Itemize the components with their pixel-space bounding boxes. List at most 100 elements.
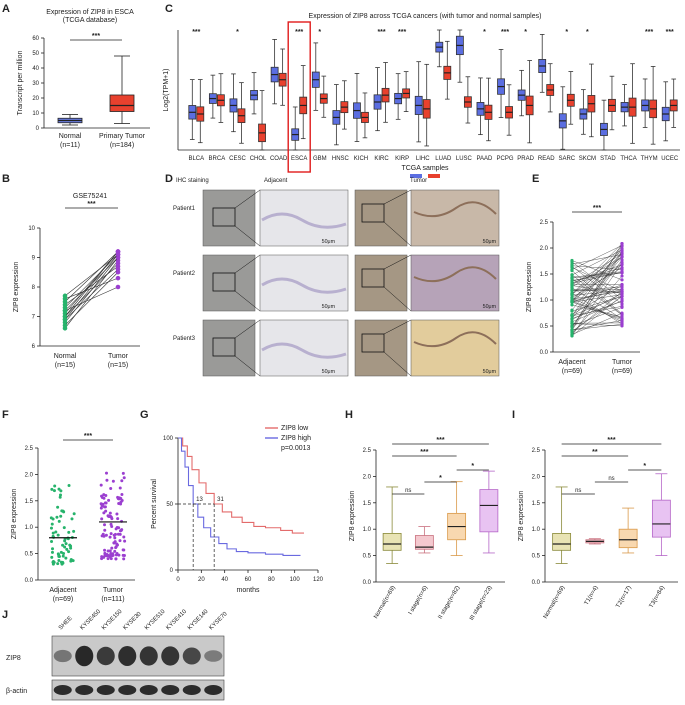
significance-label: ** [592, 449, 598, 456]
adjacent-header: Adjacent [264, 178, 288, 184]
pair-line [571, 254, 623, 265]
significance-label: * [524, 29, 527, 36]
tumor-point [121, 553, 125, 557]
zoom-line [234, 189, 261, 209]
panel-c-chart: Expression of ZIP8 across TCGA cancers (… [163, 13, 680, 178]
adjacent-point [570, 278, 574, 283]
pair-line [64, 254, 119, 297]
tissue-texture [261, 342, 347, 359]
adjacent-point [57, 558, 61, 562]
y-tick-label: 1.0 [540, 298, 549, 304]
cell-line-label: KYSE450 [79, 608, 102, 631]
x-category-label: CESC [229, 156, 246, 162]
x-category-label: Normal(n=69) [373, 585, 397, 620]
y-tick-label: 30 [32, 81, 39, 87]
adjacent-point [50, 540, 54, 544]
x-category-label: UCEC [661, 156, 679, 162]
tumor-point [112, 541, 116, 545]
adjacent-point [60, 509, 64, 513]
zoom-line [383, 189, 412, 205]
tumor-point [620, 318, 624, 322]
pair-line [571, 324, 623, 331]
cell-line-label: KYSE30 [122, 611, 143, 632]
adjacent-point [69, 558, 73, 562]
panel-d-ihc-images: IHC staining Adjacent Tumor Patient1 50μm 50μ… [173, 178, 500, 377]
tumor-point [620, 242, 624, 246]
y-tick-label: 1.5 [532, 501, 541, 507]
group-3-box [479, 489, 499, 533]
pair-line [571, 256, 623, 319]
pair-line [64, 286, 119, 311]
panel-label-h: H [345, 409, 353, 421]
tumor-point [119, 500, 123, 504]
panel-label-i: I [512, 409, 515, 421]
tumor-point [100, 557, 104, 561]
patient-label: Patient1 [173, 206, 196, 212]
patient-label: Patient2 [173, 271, 196, 277]
zip8-band [96, 646, 115, 666]
tumor-point [620, 304, 624, 308]
y-tick-label: 0 [170, 568, 174, 574]
adjacent-point [51, 531, 55, 535]
km-curve-low [178, 437, 304, 534]
x-category-n: (n=69) [562, 368, 582, 375]
x-category-label: CHOL [250, 156, 267, 162]
adjacent-point [570, 325, 574, 329]
tumor-point [108, 535, 112, 539]
adjacent-point [50, 487, 54, 491]
pair-line [64, 251, 119, 314]
tumor-point [620, 271, 624, 275]
y-tick-label: 1.5 [540, 272, 549, 278]
patient-label: Patient3 [173, 336, 196, 342]
tumor-point [620, 313, 624, 317]
y-tick-label: 2.5 [540, 220, 549, 226]
pair-line [571, 275, 623, 335]
scale-bar-label: 50μm [483, 369, 497, 375]
tumor-point [620, 299, 624, 303]
x-category-label: THYM [641, 156, 658, 162]
normal-point [62, 323, 68, 328]
adjacent-point [70, 517, 74, 521]
zoom-box [361, 333, 385, 353]
scale-bar-label: 50μm [322, 304, 336, 310]
adjacent-point [53, 484, 57, 488]
y-axis-label: ZIP8 expression [11, 489, 18, 540]
pair-line [571, 260, 623, 281]
tumor-point [102, 511, 106, 515]
adjacent-point [63, 545, 67, 549]
tumor-point [102, 493, 106, 497]
adjacent-point [50, 522, 54, 526]
zoom-line [234, 319, 261, 339]
actin-band [161, 685, 180, 695]
panel-b-title: GSE75241 [73, 193, 107, 200]
y-axis-label: ZIP8 expression [526, 262, 533, 313]
adjacent-overview-image [202, 319, 256, 377]
tumor-point [122, 557, 126, 561]
y-tick-label: 0.5 [540, 324, 549, 330]
group-1-box [414, 535, 434, 550]
y-tick-label: 0 [36, 126, 40, 132]
pair-line [571, 289, 623, 291]
p-value: p=0.0013 [281, 445, 310, 452]
x-category-label: SKCM [579, 156, 596, 162]
tissue-texture [261, 212, 347, 229]
significance-label: *** [192, 29, 200, 36]
x-category-label: Tumor [103, 587, 124, 594]
x-category-label: PAAD [477, 156, 494, 162]
tumor-point [118, 539, 122, 543]
legend-normal-swatch [410, 174, 422, 178]
y-tick-label: 2.0 [363, 474, 372, 480]
tumor-point [115, 284, 121, 290]
zip8-band [204, 650, 223, 662]
significance-label: *** [501, 29, 509, 36]
tumor-point [620, 278, 624, 282]
actin-band [75, 685, 94, 695]
tumor-point [620, 258, 624, 262]
x-tick-label: 120 [313, 577, 324, 583]
tissue-texture [413, 201, 497, 218]
zoom-box [361, 203, 385, 223]
y-axis-label: ZIP8 expression [349, 491, 356, 542]
adjacent-point [67, 484, 71, 488]
x-category-label: PRAD [517, 156, 534, 162]
zoom-box [361, 268, 385, 288]
